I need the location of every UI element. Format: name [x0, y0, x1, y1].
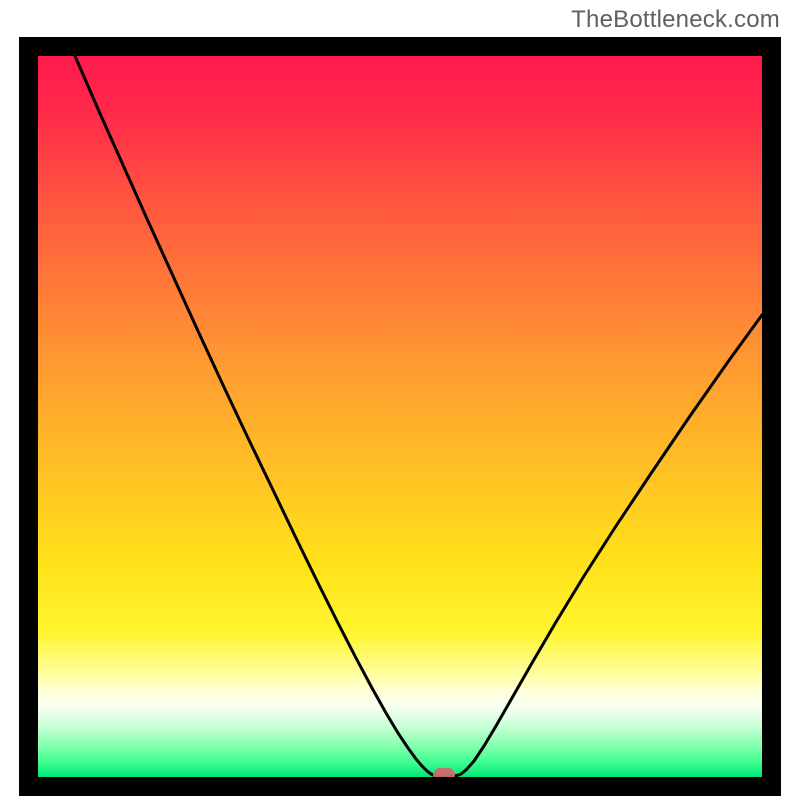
watermark-text: TheBottleneck.com	[571, 6, 780, 34]
plot-area	[19, 37, 781, 796]
plot-svg	[19, 37, 781, 796]
chart-stage: TheBottleneck.com	[0, 0, 800, 800]
plot-background	[38, 56, 762, 777]
